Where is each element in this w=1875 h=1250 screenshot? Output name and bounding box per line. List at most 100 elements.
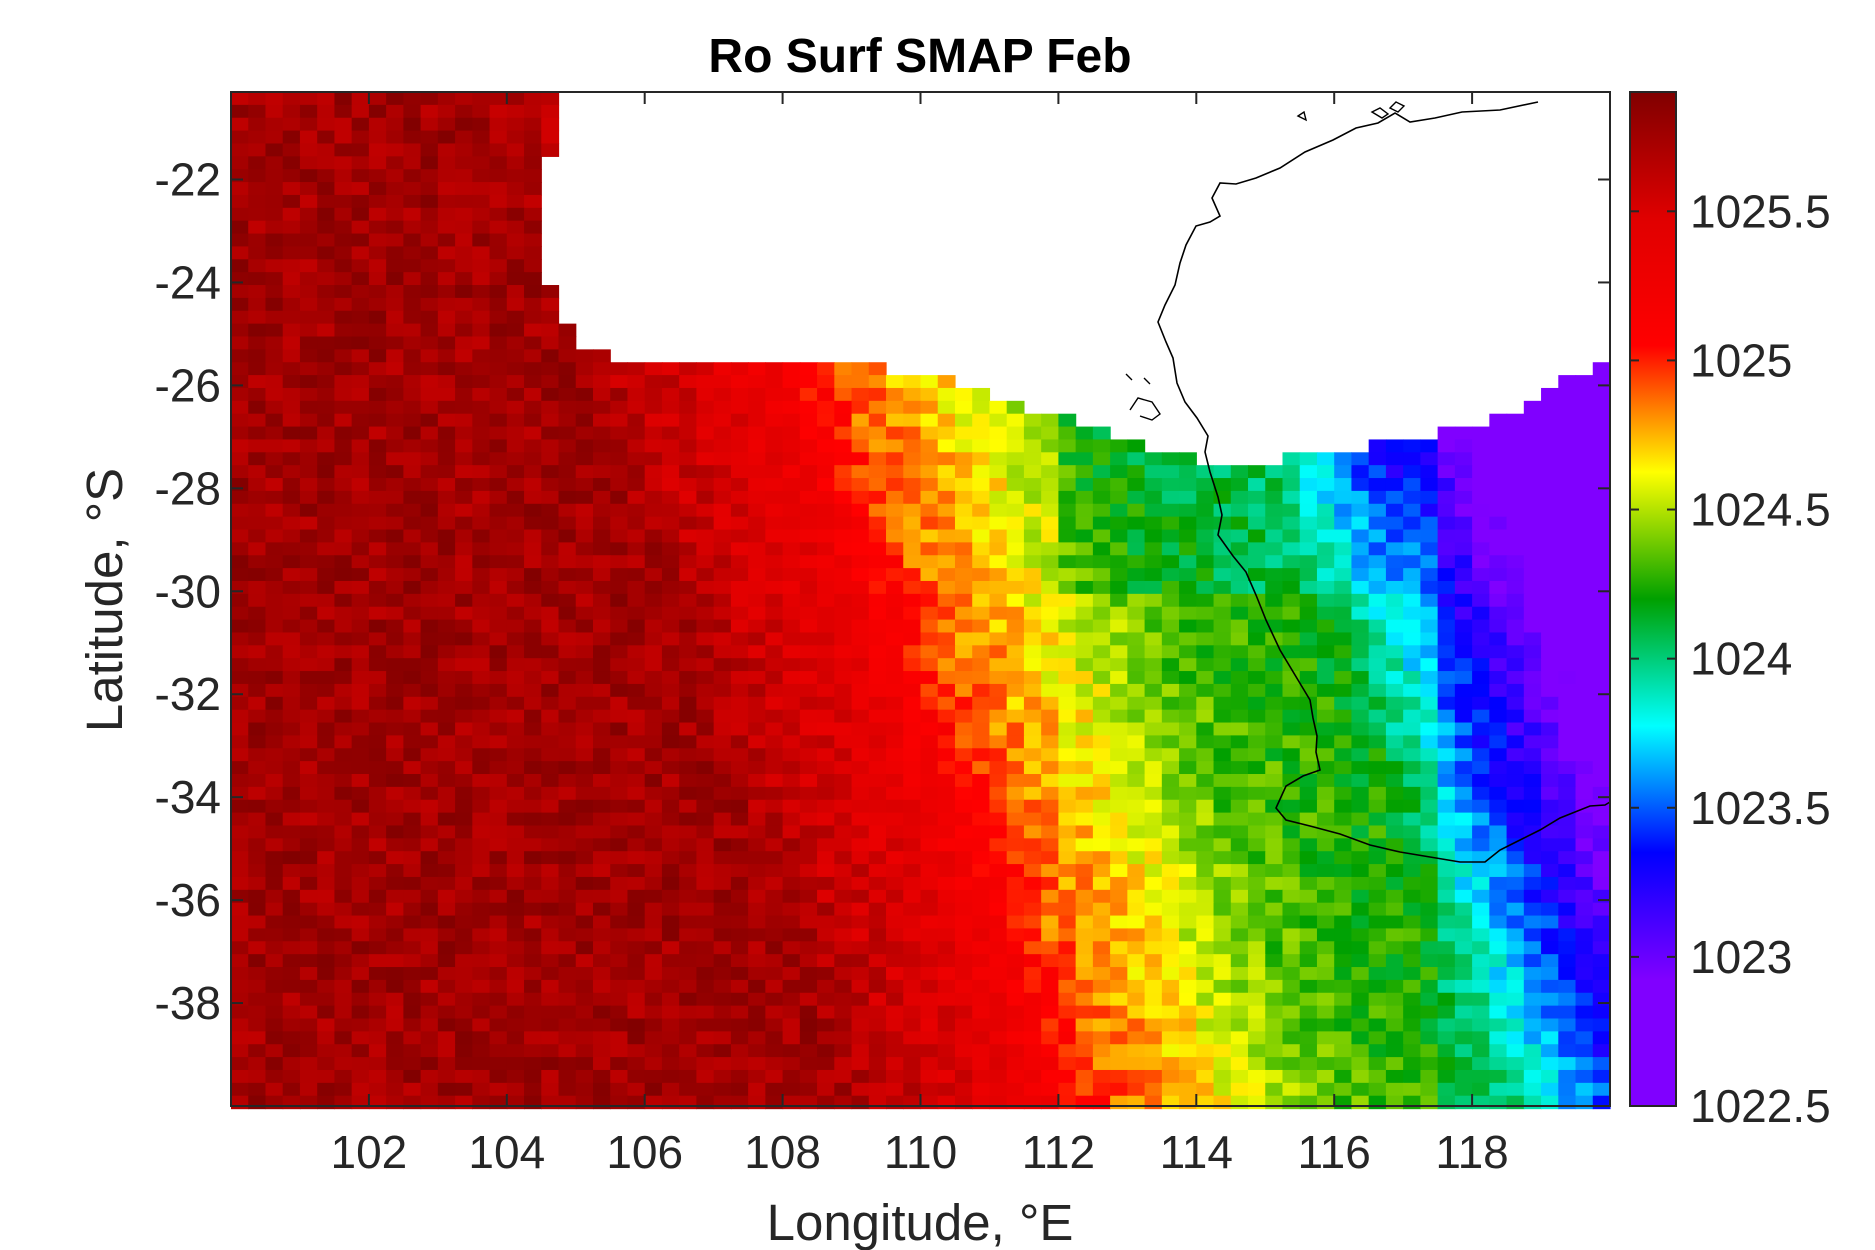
heatmap-cell — [851, 889, 870, 904]
heatmap-cell — [1299, 1057, 1318, 1071]
heatmap-cell — [541, 529, 560, 543]
heatmap-cell — [661, 658, 680, 672]
heatmap-cell — [1075, 735, 1094, 749]
heatmap-cell — [489, 207, 508, 222]
heatmap-cell — [696, 645, 715, 659]
heatmap-cell — [386, 851, 404, 865]
heatmap-cell — [1023, 838, 1042, 852]
heatmap-cell — [1592, 1057, 1611, 1071]
heatmap-cell — [489, 220, 508, 235]
heatmap-cell — [1454, 1005, 1473, 1020]
heatmap-cell — [1334, 864, 1353, 878]
heatmap-cell — [989, 761, 1008, 775]
heatmap-cell — [989, 825, 1008, 839]
heatmap-cell — [334, 1095, 353, 1110]
heatmap-cell — [1110, 954, 1128, 968]
heatmap-cell — [765, 593, 784, 608]
heatmap-cell — [403, 1044, 422, 1058]
heatmap-cell — [989, 967, 1008, 981]
heatmap-cell — [368, 1018, 387, 1032]
heatmap-cell — [489, 400, 508, 415]
heatmap-cell — [1023, 992, 1042, 1007]
heatmap-cell — [1299, 954, 1318, 968]
heatmap-cell — [575, 375, 594, 389]
heatmap-cell — [627, 992, 646, 1007]
heatmap-cell — [437, 220, 456, 235]
heatmap-cell — [1385, 748, 1404, 762]
heatmap-cell — [1058, 967, 1077, 981]
heatmap-cell — [1299, 902, 1318, 917]
heatmap-cell — [1282, 632, 1301, 646]
heatmap-cell — [558, 568, 577, 582]
heatmap-cell — [799, 671, 818, 685]
heatmap-cell — [748, 413, 766, 428]
heatmap-cell — [1248, 683, 1266, 698]
heatmap-cell — [696, 774, 715, 788]
heatmap-cell — [1282, 452, 1301, 466]
heatmap-cell — [1316, 658, 1335, 672]
heatmap-cell — [403, 580, 422, 595]
heatmap-cell — [1558, 1069, 1577, 1084]
heatmap-cell — [610, 761, 629, 775]
heatmap-cell — [351, 928, 370, 942]
heatmap-cell — [1161, 1031, 1180, 1045]
heatmap-cell — [282, 1095, 301, 1110]
heatmap-cell — [972, 1044, 991, 1058]
heatmap-cell — [937, 465, 956, 479]
heatmap-cell — [765, 619, 784, 634]
heatmap-cell — [1127, 490, 1146, 505]
heatmap-cell — [954, 465, 973, 479]
heatmap-cell — [420, 979, 439, 994]
heatmap-cell — [351, 889, 370, 904]
heatmap-cell — [403, 902, 422, 917]
heatmap-cell — [920, 786, 939, 801]
heatmap-cell — [231, 529, 249, 543]
heatmap-cell — [1454, 683, 1473, 698]
heatmap-cell — [748, 516, 766, 531]
heatmap-cell — [265, 1095, 284, 1110]
heatmap-cell — [1403, 619, 1421, 634]
heatmap-cell — [541, 992, 560, 1007]
heatmap-cell — [248, 606, 267, 621]
heatmap-cell — [610, 902, 629, 917]
heatmap-cell — [1230, 722, 1249, 736]
heatmap-cell — [541, 555, 560, 569]
heatmap-cell — [730, 979, 749, 994]
heatmap-cell — [403, 542, 422, 556]
heatmap-cell — [903, 503, 922, 518]
heatmap-cell — [541, 143, 560, 157]
heatmap-cell — [1523, 413, 1542, 428]
heatmap-cell — [799, 658, 818, 672]
heatmap-cell — [661, 1082, 680, 1097]
heatmap-cell — [1472, 658, 1490, 672]
heatmap-cell — [472, 593, 491, 608]
heatmap-cell — [989, 928, 1008, 942]
heatmap-cell — [954, 645, 973, 659]
heatmap-cell — [248, 683, 267, 698]
heatmap-cell — [1075, 568, 1094, 582]
heatmap-cell — [299, 696, 318, 711]
heatmap-cell — [1351, 465, 1370, 479]
heatmap-cell — [713, 387, 732, 402]
coastline-islands — [1125, 101, 1406, 421]
heatmap-cell — [1316, 1057, 1335, 1071]
heatmap-cell — [248, 490, 267, 505]
heatmap-cell — [231, 1031, 249, 1045]
heatmap-cell — [1092, 889, 1111, 904]
heatmap-cell — [661, 555, 680, 569]
heatmap-cell — [1506, 967, 1525, 981]
heatmap-cell — [989, 606, 1008, 621]
heatmap-cell — [851, 375, 870, 389]
heatmap-cell — [834, 735, 853, 749]
heatmap-cell — [1230, 529, 1249, 543]
heatmap-cell — [817, 774, 835, 788]
heatmap-cell — [437, 683, 456, 698]
heatmap-cell — [317, 285, 336, 299]
heatmap-cell — [455, 400, 473, 415]
heatmap-cell — [1196, 1044, 1215, 1058]
heatmap-cell — [437, 709, 456, 724]
heatmap-cell — [541, 542, 560, 556]
heatmap-cell — [282, 516, 301, 531]
heatmap-cell — [1179, 529, 1197, 543]
heatmap-cell — [1265, 786, 1284, 801]
